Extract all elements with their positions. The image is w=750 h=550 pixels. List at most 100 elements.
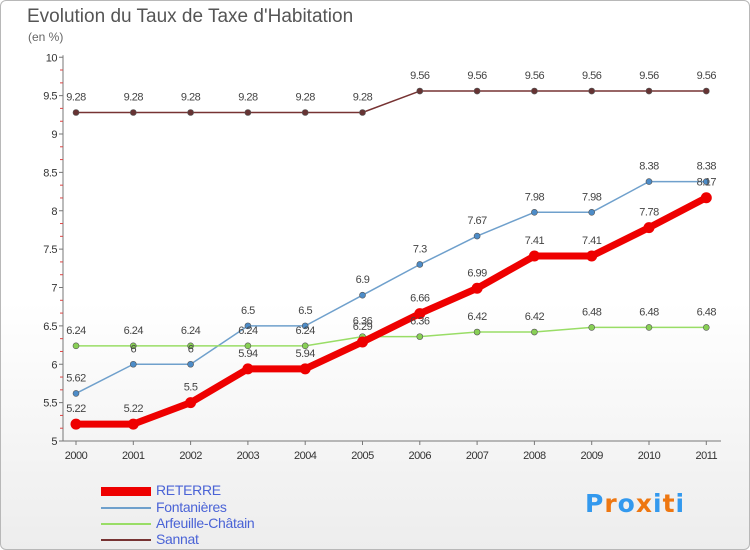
data-label-reterre: 6.66 <box>410 293 430 305</box>
data-point-sannat <box>130 109 137 116</box>
data-label-arfeuille-chatain: 6.48 <box>582 306 602 318</box>
data-point-fontanieres <box>702 178 710 185</box>
data-point-fontanieres <box>588 208 596 216</box>
data-point-fontanieres <box>244 322 252 330</box>
data-point-reterre <box>586 250 598 262</box>
data-label-arfeuille-chatain: 6.24 <box>238 325 258 337</box>
legend-swatch-fontanieres <box>101 507 151 509</box>
logo-letter: t <box>662 489 676 518</box>
logo-letter: P <box>585 489 605 518</box>
data-label-sannat: 9.56 <box>525 70 545 82</box>
data-label-arfeuille-chatain: 6.36 <box>353 316 373 328</box>
data-label-reterre: 5.22 <box>124 403 144 415</box>
data-point-fontanieres <box>130 360 137 368</box>
logo-letter: i <box>675 489 686 518</box>
data-label-reterre: 6.29 <box>353 321 373 333</box>
data-label-fontanieres: 6 <box>130 343 136 355</box>
data-point-reterre <box>528 250 540 262</box>
legend-label-fontanieres: Fontanières <box>156 499 227 515</box>
chart-axes: 5 5.5 6 6.5 7 7.5 8 8.5 9 9.5 10 2000 2001 2002 2003 20… <box>43 52 721 462</box>
data-point-fontanieres <box>187 360 194 368</box>
logo-letter: r <box>604 489 618 518</box>
data-point-fontanieres <box>416 261 424 268</box>
data-point-reterre <box>185 397 197 409</box>
y-tick-label: 9 <box>51 129 57 141</box>
data-point-reterre <box>357 336 368 348</box>
data-point-reterre <box>242 363 254 375</box>
x-tick-label: 2004 <box>294 450 317 462</box>
legend-item-arfeuille-chatain: Arfeuille-Châtain <box>101 515 361 531</box>
x-tick-label: 2008 <box>523 450 546 462</box>
data-label-fontanieres: 6 <box>188 343 194 355</box>
data-label-reterre: 6.99 <box>467 267 487 279</box>
data-point-arfeuille-chatain <box>187 342 194 350</box>
legend-swatch-reterre <box>101 487 151 496</box>
y-tick-label: 5 <box>51 436 57 448</box>
data-point-sannat <box>72 109 80 116</box>
data-label-arfeuille-chatain: 6.36 <box>410 316 430 328</box>
data-point-fontanieres <box>645 178 653 185</box>
y-tick-label: 7.5 <box>43 244 57 256</box>
data-point-arfeuille-chatain <box>130 342 137 350</box>
data-point-fontanieres <box>359 291 366 299</box>
data-label-arfeuille-chatain: 6.42 <box>525 311 545 323</box>
data-label-reterre: 7.41 <box>525 235 545 247</box>
legend-item-reterre: RETERRE <box>101 482 361 498</box>
data-point-arfeuille-chatain <box>702 324 710 331</box>
logo-letter: i <box>653 489 663 518</box>
x-tick-label: 2005 <box>351 450 374 462</box>
y-tick-label: 8 <box>51 206 57 218</box>
data-label-fontanieres: 6.5 <box>241 305 255 317</box>
data-point-reterre <box>414 308 426 320</box>
data-point-sannat <box>645 87 653 95</box>
data-label-fontanieres: 7.98 <box>525 191 545 203</box>
series-layer <box>70 87 712 430</box>
data-label-sannat: 9.28 <box>124 92 144 104</box>
data-point-arfeuille-chatain <box>645 324 653 331</box>
x-tick-label: 2007 <box>466 450 489 462</box>
data-label-fontanieres: 6.5 <box>298 305 312 317</box>
data-label-fontanieres: 5.62 <box>66 372 86 384</box>
y-tick-label: 8.5 <box>43 167 57 179</box>
data-label-arfeuille-chatain: 6.24 <box>295 325 315 337</box>
chart-subtitle: (en %) <box>28 30 64 44</box>
data-label-reterre: 5.22 <box>66 403 86 415</box>
data-point-sannat <box>531 87 538 95</box>
data-point-arfeuille-chatain <box>531 328 538 336</box>
data-label-sannat: 9.56 <box>639 70 659 82</box>
x-tick-label: 2011 <box>695 450 717 462</box>
logo-letter: x <box>635 489 653 518</box>
data-label-sannat: 9.28 <box>353 92 373 104</box>
data-point-arfeuille-chatain <box>244 342 252 350</box>
logo-letter: o <box>617 489 636 518</box>
data-label-arfeuille-chatain: 6.48 <box>639 306 659 318</box>
data-point-reterre <box>127 418 139 430</box>
data-label-arfeuille-chatain: 6.48 <box>697 306 717 318</box>
x-tick-label: 2002 <box>179 450 202 462</box>
x-tick-label: 2003 <box>237 450 260 462</box>
data-point-reterre <box>471 282 483 294</box>
data-label-fontanieres: 8.38 <box>639 161 659 173</box>
legend-swatch-arfeuille-chatain <box>101 523 151 525</box>
legend-swatch-sannat <box>101 539 151 541</box>
data-label-arfeuille-chatain: 6.42 <box>467 311 487 323</box>
data-point-reterre <box>70 418 82 430</box>
data-label-sannat: 9.56 <box>467 70 487 82</box>
data-point-fontanieres <box>72 390 80 397</box>
data-label-arfeuille-chatain: 6.24 <box>124 325 144 337</box>
data-point-sannat <box>473 87 481 95</box>
data-label-sannat: 9.56 <box>410 70 430 82</box>
series-line-sannat <box>75 90 708 114</box>
data-point-reterre <box>299 363 311 375</box>
data-label-fontanieres: 8.38 <box>697 161 717 173</box>
data-point-fontanieres <box>301 322 309 330</box>
data-label-fontanieres: 7.67 <box>467 215 487 227</box>
y-tick-label: 10 <box>46 52 58 64</box>
data-point-reterre <box>643 222 655 234</box>
data-label-sannat: 9.28 <box>181 92 201 104</box>
legend-label-arfeuille-chatain: Arfeuille-Châtain <box>156 515 255 531</box>
legend-item-fontanieres: Fontanières <box>101 499 361 515</box>
data-label-reterre: 8.17 <box>697 177 717 189</box>
data-label-reterre: 5.94 <box>238 348 258 360</box>
